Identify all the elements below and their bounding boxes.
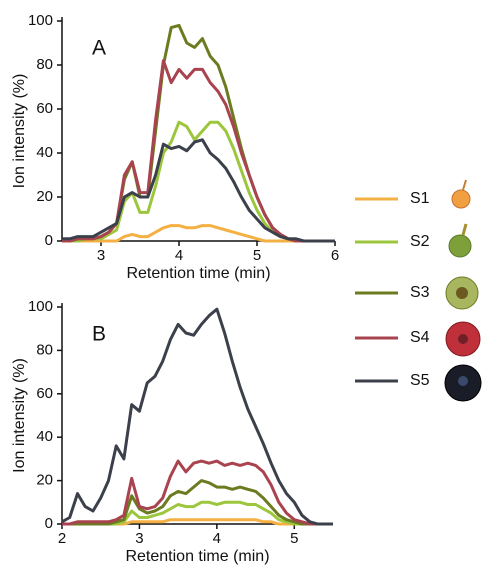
series-line: [62, 59, 335, 243]
panel-label: A: [92, 37, 106, 60]
y-tick-label: 100: [28, 298, 53, 315]
series-line: [62, 459, 333, 526]
y-tick-label: 80: [36, 341, 53, 358]
fruit-calyx: [458, 376, 468, 386]
x-tick-label: 4: [175, 247, 183, 264]
legend-icons: [444, 179, 482, 402]
x-tick-label: 3: [135, 530, 143, 547]
x-axis-label: Retention time (min): [126, 265, 270, 282]
x-tick-label: 5: [290, 530, 298, 547]
series-line: [62, 138, 335, 243]
fruit-icon: [448, 234, 472, 258]
y-tick-label: 60: [36, 100, 53, 117]
series-line: [62, 479, 333, 526]
y-tick-label: 0: [45, 232, 53, 249]
fruit-calyx: [456, 287, 468, 299]
panel-label: B: [92, 323, 106, 346]
y-axis-label: Ion intensity (%): [11, 74, 28, 189]
legend-label: S4: [410, 329, 430, 346]
y-tick-label: 40: [36, 144, 53, 161]
fruit-stem: [462, 179, 467, 191]
x-tick-label: 2: [58, 530, 66, 547]
series-line: [62, 224, 335, 243]
legend-label: S2: [410, 233, 430, 250]
y-tick-label: 20: [36, 472, 53, 489]
fruit-icon: [451, 189, 471, 209]
y-axis-label: Ion intensity (%): [11, 358, 28, 473]
x-tick-label: 6: [331, 247, 339, 264]
legend-label: S5: [410, 372, 430, 389]
x-tick-label: 3: [97, 247, 105, 264]
y-tick-label: 100: [28, 12, 53, 29]
y-tick-label: 80: [36, 56, 53, 73]
y-tick-label: 40: [36, 428, 53, 445]
legend-label: S1: [410, 190, 430, 207]
series-line: [61, 307, 333, 526]
y-tick-label: 0: [45, 515, 53, 532]
fruit-stem: [461, 223, 468, 236]
legend-label: S3: [410, 284, 430, 301]
x-tick-label: 4: [213, 530, 221, 547]
fruit-calyx: [458, 334, 468, 344]
x-axis-label: Retention time (min): [125, 548, 269, 565]
x-tick-label: 5: [253, 247, 261, 264]
y-tick-label: 60: [36, 385, 53, 402]
y-tick-label: 20: [36, 188, 53, 205]
